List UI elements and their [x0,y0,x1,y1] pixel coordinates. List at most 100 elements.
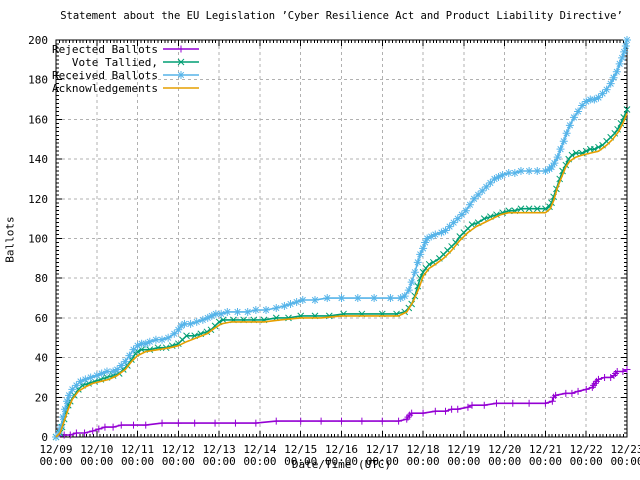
cross-marker-icon [493,211,500,219]
star-marker-icon [449,218,458,227]
plus-marker-icon [594,375,602,383]
plus-marker-icon [562,389,570,397]
star-marker-icon [533,167,542,176]
star-marker-icon [578,101,587,110]
star-marker-icon [310,296,319,305]
y-tick-label: 80 [35,272,48,285]
cross-marker-icon [452,239,460,246]
y-tick-label: 100 [28,233,48,246]
plus-marker-icon [601,373,609,381]
cross-marker-icon [525,205,533,213]
x-tick-label-date: 12/18 [407,443,440,456]
star-marker-icon [490,174,499,183]
x-tick-label-time: 00:00 [243,455,276,468]
plus-marker-icon [378,417,386,425]
star-marker-icon [177,71,185,79]
star-marker-icon [396,294,405,303]
plus-marker-icon [272,417,280,425]
cross-marker-icon [183,332,190,340]
star-marker-icon [419,244,428,253]
star-marker-icon [453,214,462,223]
star-marker-icon [623,36,631,44]
x-tick-label-time: 00:00 [162,455,195,468]
star-marker-icon [292,298,301,307]
star-marker-icon [170,329,179,338]
legend-label: Received Ballots [52,69,158,82]
x-tick-label-time: 00:00 [80,455,113,468]
star-marker-icon [280,301,289,310]
plus-marker-icon [191,419,199,427]
star-marker-icon [137,339,146,348]
plus-marker-icon [81,429,89,437]
y-tick-label: 40 [35,352,48,365]
plus-marker-icon [142,421,150,429]
star-marker-icon [556,145,565,154]
star-marker-icon [470,194,479,203]
star-marker-icon [590,95,599,104]
star-marker-icon [427,232,436,241]
plus-marker-icon [109,423,117,431]
star-marker-icon [121,357,130,366]
star-marker-icon [574,107,583,116]
star-marker-icon [145,337,154,346]
star-marker-icon [174,325,183,334]
x-tick-label-time: 00:00 [407,455,440,468]
y-tick-label: 140 [28,153,48,166]
plus-marker-icon [158,419,166,427]
star-marker-icon [550,159,559,168]
chart-title: Statement about the EU Legislation ’Cybe… [60,10,623,22]
star-marker-icon [97,369,106,378]
star-marker-icon [81,375,90,384]
star-marker-icon [465,200,474,209]
star-marker-icon [547,163,556,172]
x-tick-label-time: 00:00 [121,455,154,468]
star-marker-icon [251,305,260,314]
cross-marker-icon [623,106,631,113]
x-tick-label-date: 12/20 [488,443,521,456]
cross-marker-icon [177,58,185,66]
star-marker-icon [298,296,307,305]
star-marker-icon [353,294,362,303]
star-marker-icon [620,47,629,56]
plus-marker-icon [619,367,627,375]
star-marker-icon [129,345,138,354]
y-tick-label: 200 [28,34,48,47]
star-marker-icon [233,307,242,316]
plus-marker-icon [468,401,476,409]
plus-marker-icon [297,417,305,425]
star-marker-icon [92,371,101,380]
star-marker-icon [525,167,534,176]
plus-marker-icon [174,419,182,427]
star-marker-icon [565,121,574,130]
star-marker-icon [151,335,160,344]
x-tick-label-time: 00:00 [447,455,480,468]
star-marker-icon [133,341,142,350]
x-tick-label-date: 12/23 [610,443,640,456]
y-tick-label: 120 [28,193,48,206]
star-marker-icon [243,307,252,316]
plus-marker-icon [448,405,456,413]
plus-marker-icon [101,423,109,431]
x-tick-label-date: 12/13 [203,443,236,456]
cross-marker-icon [611,129,619,137]
star-marker-icon [86,373,95,382]
star-marker-icon [482,182,491,191]
x-tick-label-time: 00:00 [284,455,317,468]
plus-marker-icon [117,421,125,429]
star-marker-icon [386,294,395,303]
plus-marker-icon [419,409,427,417]
cross-marker-icon [468,221,476,228]
star-marker-icon [192,317,201,326]
star-marker-icon [582,97,591,106]
plus-marker-icon [358,417,366,425]
star-marker-icon [180,319,189,328]
star-marker-icon [486,178,495,187]
plus-marker-icon [442,407,450,415]
star-marker-icon [63,397,72,406]
star-marker-icon [337,294,346,303]
cross-marker-icon [533,205,541,213]
x-tick-label-date: 12/14 [243,443,276,456]
plus-marker-icon [623,366,631,374]
star-marker-icon [58,413,67,422]
cross-marker-icon [517,205,525,213]
